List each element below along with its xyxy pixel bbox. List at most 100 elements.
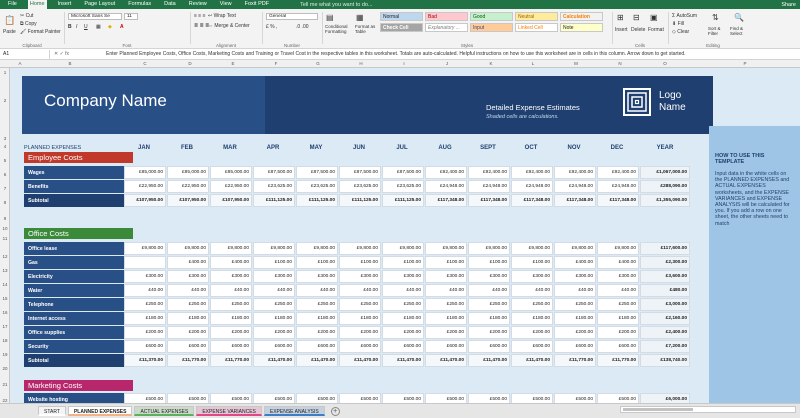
employee-month-cell[interactable]: £87,500.00	[253, 166, 295, 179]
row-header[interactable]: 2	[3, 98, 7, 103]
office-month-cell[interactable]: £40.00	[468, 284, 510, 297]
sheet-grid[interactable]: Company Name Detailed Expense Estimates …	[10, 68, 800, 406]
office-month-cell[interactable]: £40.00	[296, 284, 338, 297]
marketing-month-cell[interactable]: £500.00	[425, 393, 467, 406]
paste-icon[interactable]: 📋	[4, 15, 16, 25]
column-header[interactable]: N	[618, 61, 622, 66]
office-month-cell[interactable]: £100.00	[382, 256, 424, 269]
style-check-cell[interactable]: Check Cell	[380, 23, 423, 32]
employee-month-cell[interactable]: £92,400.00	[425, 166, 467, 179]
employee-month-cell[interactable]: £111,125.00	[253, 194, 295, 207]
row-header[interactable]: 21	[2, 382, 8, 387]
employee-month-cell[interactable]: £85,000.00	[210, 166, 252, 179]
office-month-cell[interactable]: £11,770.00	[210, 354, 252, 367]
marketing-row-label[interactable]: Website hosting	[24, 393, 133, 406]
office-month-cell[interactable]: £40.00	[167, 284, 209, 297]
office-month-cell[interactable]: £600.00	[554, 340, 596, 353]
row-header[interactable]: 8	[3, 200, 7, 205]
office-month-cell[interactable]: £300.00	[339, 270, 381, 283]
office-month-cell[interactable]: £9,800.00	[468, 242, 510, 255]
row-header[interactable]: 13	[2, 268, 8, 273]
autosum-button[interactable]: Σ AutoSum	[672, 13, 698, 19]
employee-month-cell[interactable]: £23,625.00	[253, 180, 295, 193]
fx-icon[interactable]: ✕ ✓ fx	[54, 51, 70, 57]
office-month-cell[interactable]: £40.00	[210, 284, 252, 297]
office-month-cell[interactable]: £250.00	[597, 298, 639, 311]
align-left-icon[interactable]: ≣ ≣ ≣	[194, 23, 210, 29]
column-header[interactable]: P	[743, 61, 747, 66]
employee-month-cell[interactable]: £92,400.00	[554, 166, 596, 179]
office-month-cell[interactable]: £100.00	[296, 256, 338, 269]
employee-year-total-cell[interactable]: £1,355,090.00	[640, 194, 690, 207]
office-month-cell[interactable]: £600.00	[210, 340, 252, 353]
office-year-total-cell[interactable]: £2,400.00	[640, 326, 690, 339]
ribbon-tab-view[interactable]: View	[219, 1, 232, 7]
conditional-formatting-button[interactable]: Conditional Formatting	[325, 24, 348, 34]
row-header[interactable]: 14	[2, 282, 8, 287]
employee-month-cell[interactable]: £24,948.00	[511, 180, 553, 193]
paste-button[interactable]: Paste	[3, 29, 16, 35]
office-month-cell[interactable]: £600.00	[597, 340, 639, 353]
ribbon-tab-formulas[interactable]: Formulas	[128, 1, 152, 7]
company-name[interactable]: Company Name	[44, 91, 167, 110]
fill-color-icon[interactable]: ◆	[108, 24, 112, 30]
office-month-cell[interactable]: £200.00	[425, 326, 467, 339]
employee-month-cell[interactable]: £107,950.00	[210, 194, 252, 207]
column-header[interactable]: I	[403, 61, 405, 66]
office-month-cell[interactable]: £180.00	[382, 312, 424, 325]
office-month-cell[interactable]: £600.00	[296, 340, 338, 353]
style-bad[interactable]: Bad	[425, 12, 468, 21]
column-header[interactable]: C	[143, 61, 147, 66]
office-month-cell[interactable]: £300.00	[468, 270, 510, 283]
office-month-cell[interactable]: £9,800.00	[296, 242, 338, 255]
office-month-cell[interactable]: £11,370.00	[124, 354, 166, 367]
office-year-total-cell[interactable]: £3,600.00	[640, 270, 690, 283]
office-month-cell[interactable]: £600.00	[339, 340, 381, 353]
office-month-cell[interactable]: £400.00	[210, 256, 252, 269]
ribbon-tab-file[interactable]: File	[8, 1, 17, 7]
scrollbar-thumb[interactable]	[623, 408, 693, 411]
ribbon-tab-insert[interactable]: Insert	[57, 1, 72, 7]
office-month-cell[interactable]: £9,800.00	[124, 242, 166, 255]
sort-filter-button[interactable]: Sort & Filter	[708, 26, 721, 36]
office-month-cell[interactable]: £180.00	[167, 312, 209, 325]
office-month-cell[interactable]: £300.00	[511, 270, 553, 283]
office-month-cell[interactable]: £200.00	[597, 326, 639, 339]
office-year-total-cell[interactable]: £7,200.00	[640, 340, 690, 353]
employee-row-label[interactable]: Subtotal	[24, 194, 133, 207]
decimal-icon[interactable]: .0 .00	[296, 24, 309, 30]
delete-button[interactable]: Delete	[631, 27, 646, 33]
row-header[interactable]: 5	[3, 158, 7, 163]
office-month-cell[interactable]: £9,800.00	[339, 242, 381, 255]
row-header[interactable]: 22	[2, 398, 8, 403]
row-header[interactable]: 17	[2, 324, 8, 329]
office-month-cell[interactable]: £180.00	[554, 312, 596, 325]
office-month-cell[interactable]: £40.00	[597, 284, 639, 297]
office-month-cell[interactable]: £100.00	[511, 256, 553, 269]
fill-button[interactable]: ⬇ Fill	[672, 21, 684, 27]
office-month-cell[interactable]: £200.00	[468, 326, 510, 339]
employee-month-cell[interactable]: £111,125.00	[339, 194, 381, 207]
office-month-cell[interactable]: £11,470.00	[296, 354, 338, 367]
share-button[interactable]: Share	[781, 1, 796, 8]
employee-month-cell[interactable]: £92,400.00	[597, 166, 639, 179]
office-month-cell[interactable]	[124, 256, 166, 269]
office-month-cell[interactable]: £200.00	[382, 326, 424, 339]
column-header[interactable]: H	[359, 61, 363, 66]
employee-month-cell[interactable]: £22,950.00	[124, 180, 166, 193]
merge-center-button[interactable]: ⇔ Merge & Center	[208, 23, 250, 29]
office-month-cell[interactable]: £600.00	[468, 340, 510, 353]
font-color-icon[interactable]: A	[120, 24, 124, 30]
employee-month-cell[interactable]: £92,400.00	[511, 166, 553, 179]
office-month-cell[interactable]: £250.00	[167, 298, 209, 311]
office-row-label[interactable]: Office lease	[24, 242, 133, 255]
office-month-cell[interactable]: £300.00	[554, 270, 596, 283]
employee-month-cell[interactable]: £117,348.00	[425, 194, 467, 207]
office-row-label[interactable]: Telephone	[24, 298, 133, 311]
office-month-cell[interactable]: £400.00	[167, 256, 209, 269]
row-header[interactable]: 9	[3, 216, 7, 221]
office-year-total-cell[interactable]: £117,600.00	[640, 242, 690, 255]
employee-month-cell[interactable]: £23,625.00	[382, 180, 424, 193]
office-month-cell[interactable]: £40.00	[124, 284, 166, 297]
office-month-cell[interactable]: £300.00	[210, 270, 252, 283]
